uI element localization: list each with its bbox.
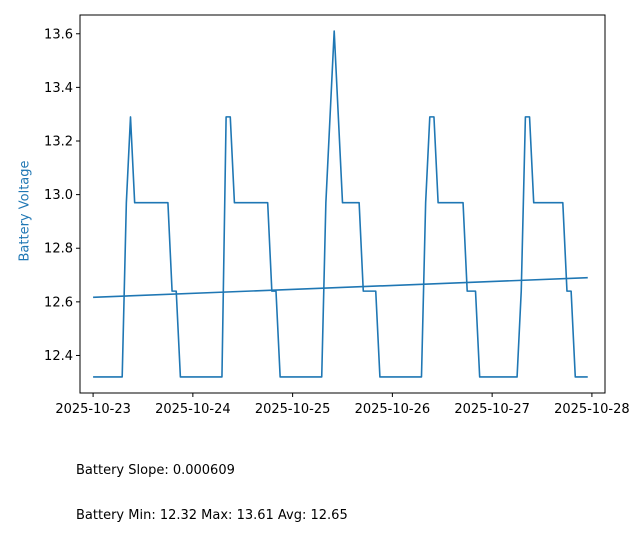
y-tick-label: 13.6 (44, 27, 73, 42)
battery-min-max-avg-text: Battery Min: 12.32 Max: 13.61 Avg: 12.65 (76, 508, 348, 523)
battery-slope-text: Battery Slope: 0.000609 (76, 463, 235, 478)
y-tick-label: 12.4 (44, 349, 73, 364)
x-tick-label: 2025-10-24 (155, 402, 231, 417)
plot-frame (79, 14, 606, 394)
y-axis-label: Battery Voltage (18, 160, 33, 261)
y-tick-label: 13.4 (44, 81, 73, 96)
voltage-series-line (93, 30, 588, 378)
x-axis-ticks: 2025-10-23 2025-10-24 2025-10-25 2025-10-26… (55, 393, 630, 417)
trend-line (93, 276, 588, 299)
x-tick-label: 2025-10-28 (554, 402, 630, 417)
x-tick-label: 2025-10-26 (355, 402, 431, 417)
y-tick-label: 13.2 (44, 135, 73, 150)
y-axis-ticks: 12.4 12.6 12.8 13.0 13.2 13.4 13.6 (44, 27, 80, 364)
x-tick-label: 2025-10-25 (255, 402, 331, 417)
y-tick-label: 12.8 (44, 242, 73, 257)
stats-block: Battery Slope: 0.000609 Battery Min: 12.… (76, 433, 348, 538)
x-tick-label: 2025-10-23 (55, 402, 131, 417)
y-tick-label: 12.6 (44, 295, 73, 310)
plot-lines (93, 30, 588, 378)
x-tick-label: 2025-10-27 (454, 402, 530, 417)
y-tick-label: 13.0 (44, 188, 73, 203)
battery-voltage-chart: 2025-10-23 2025-10-24 2025-10-25 2025-10-26… (18, 14, 630, 417)
